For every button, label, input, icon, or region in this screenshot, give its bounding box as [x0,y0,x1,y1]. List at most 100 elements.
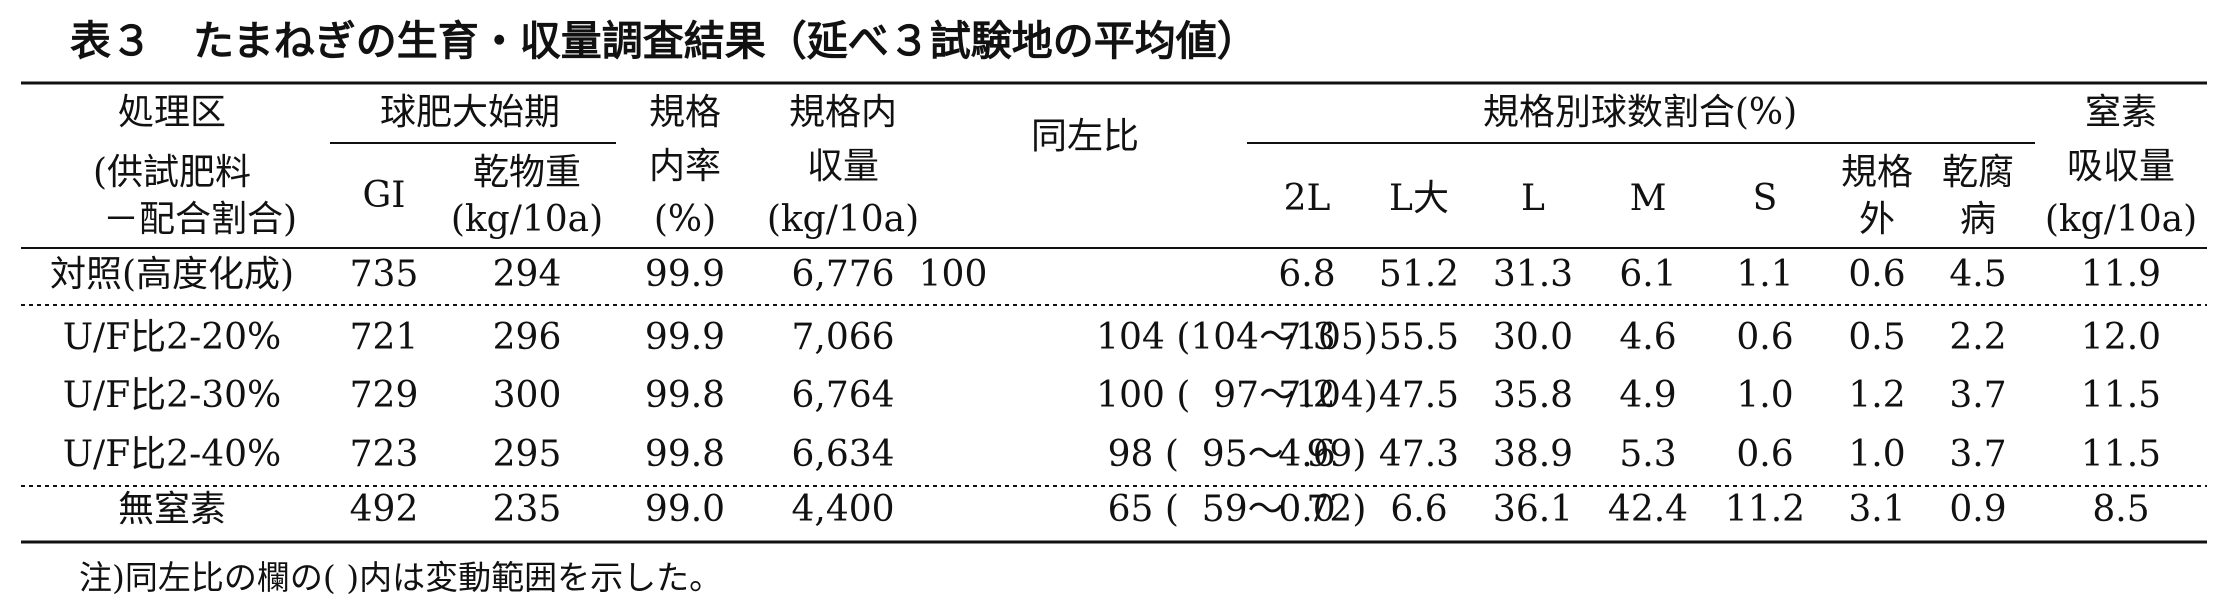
table-cell: 100 [919,254,988,295]
table-cell: 38.9 [1493,434,1573,475]
table-cell: 1.0 [1848,434,1905,475]
table-cell: 99.0 [645,489,725,530]
header-cell: (kg/10a) [767,199,919,240]
header-cell: (%) [654,199,716,240]
table-cell: 11.5 [2081,434,2161,475]
table-cell: 2.2 [1949,317,2006,358]
header-cell: －配合割合) [103,199,297,240]
header-cell: (kg/10a) [451,199,603,240]
table-cell: 735 [350,254,419,295]
header-cell: 同左比 [1031,116,1139,157]
table-cell: 対照(高度化成) [50,254,294,295]
table-cell: 0.6 [1736,434,1793,475]
header-cell: 収量 [807,146,879,187]
table-cell: 300 [493,375,562,416]
table-cell: 35.8 [1493,375,1573,416]
table-cell: 12.0 [2081,317,2161,358]
table-cell: 8.5 [2092,489,2149,530]
table-cell: 99.9 [645,317,725,358]
table-cell: 6.8 [1278,254,1335,295]
table-cell: 5.3 [1619,434,1676,475]
table-cell: 729 [350,375,419,416]
table-cell: 65 ( 59～ 72) [1108,489,1367,530]
header-cell: (kg/10a) [2045,199,2197,240]
table-cell: 0.5 [1848,317,1905,358]
table-cell: 6,776 [791,254,894,295]
table-cell: 99.8 [645,375,725,416]
header-cell: 乾物重 [473,152,581,193]
header-cell: 規格 [1841,152,1913,193]
table-cell: 6,764 [791,375,894,416]
header-cell: 処理区 [118,92,226,133]
note: 注)同左比の欄の( )内は変動範囲を示した。 [79,558,722,597]
header-cell: 規格別球数割合(%) [1483,92,1797,133]
table-cell: 721 [350,317,419,358]
table-cell: 723 [350,434,419,475]
table-cell: 6,634 [791,434,894,475]
table-cell: 30.0 [1493,317,1573,358]
table-cell: U/F比2-20% [63,317,282,358]
table-cell: 42.4 [1608,489,1688,530]
table-cell: 99.9 [645,254,725,295]
table-cell: 3.1 [1848,489,1905,530]
header-cell: L大 [1389,178,1449,219]
table-cell: 1.2 [1848,375,1905,416]
table-cell: 4.6 [1278,434,1335,475]
table-cell: 無窒素 [118,489,226,530]
table-cell: 0.6 [1848,254,1905,295]
header-cell: L [1521,178,1545,219]
header-cell: GI [363,175,406,216]
table-cell: 492 [350,489,419,530]
table-cell: 4,400 [791,489,894,530]
table-cell: 104 (104～105) [1096,317,1378,358]
header-cell: 窒素 [2085,92,2157,133]
header-cell: 規格 [649,92,721,133]
table-cell: 98 ( 95～ 99) [1108,434,1367,475]
table-cell: 1.1 [1736,254,1793,295]
table-cell: 7.3 [1278,317,1335,358]
table-cell: 7.2 [1278,375,1335,416]
table-cell: 0.0 [1278,489,1335,530]
header-cell: 球肥大始期 [380,92,560,133]
title: 表３ たまねぎの生育・収量調査結果（延べ３試験地の平均値） [70,17,1258,65]
table-cell: 47.3 [1379,434,1459,475]
table-cell: 4.5 [1949,254,2006,295]
table-cell: 51.2 [1379,254,1459,295]
table-cell: 4.6 [1619,317,1676,358]
table-cell: U/F比2-30% [63,375,282,416]
table-cell: 99.8 [645,434,725,475]
table-cell: 0.9 [1949,489,2006,530]
header-cell: S [1753,178,1778,219]
table-cell: 11.9 [2081,254,2161,295]
table-cell: 3.7 [1949,375,2006,416]
header-cell: (供試肥料 [93,152,251,193]
table-cell: 235 [493,489,562,530]
table-cell: 55.5 [1379,317,1459,358]
table-cell: 0.6 [1736,317,1793,358]
table-cell: 7,066 [791,317,894,358]
header-cell: 内率 [649,146,721,187]
table-cell: 4.9 [1619,375,1676,416]
table-cell: 36.1 [1493,489,1573,530]
table-cell: U/F比2-40% [63,434,282,475]
table-cell: 47.5 [1379,375,1459,416]
table-cell: 100 ( 97～104) [1096,375,1378,416]
table-cell: 294 [493,254,562,295]
header-cell: M [1630,178,1667,219]
table-cell: 296 [493,317,562,358]
header-cell: 吸収量 [2067,146,2175,187]
table-cell: 295 [493,434,562,475]
table-cell: 1.0 [1736,375,1793,416]
header-cell: 外 [1859,199,1895,240]
table-cell: 3.7 [1949,434,2006,475]
table-cell: 31.3 [1493,254,1573,295]
header-cell: 病 [1960,199,1996,240]
header-cell: 2L [1284,178,1331,219]
table-cell: 6.6 [1390,489,1447,530]
header-cell: 規格内 [789,92,897,133]
table-cell: 11.5 [2081,375,2161,416]
table-cell: 6.1 [1619,254,1676,295]
header-cell: 乾腐 [1942,152,2014,193]
table-cell: 11.2 [1725,489,1805,530]
